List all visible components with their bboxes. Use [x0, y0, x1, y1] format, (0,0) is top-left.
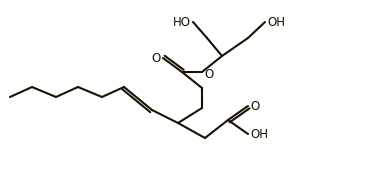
Text: OH: OH — [250, 128, 268, 140]
Text: O: O — [204, 67, 213, 81]
Text: O: O — [250, 99, 259, 112]
Text: HO: HO — [173, 15, 191, 29]
Text: O: O — [152, 51, 161, 64]
Text: OH: OH — [267, 15, 285, 29]
